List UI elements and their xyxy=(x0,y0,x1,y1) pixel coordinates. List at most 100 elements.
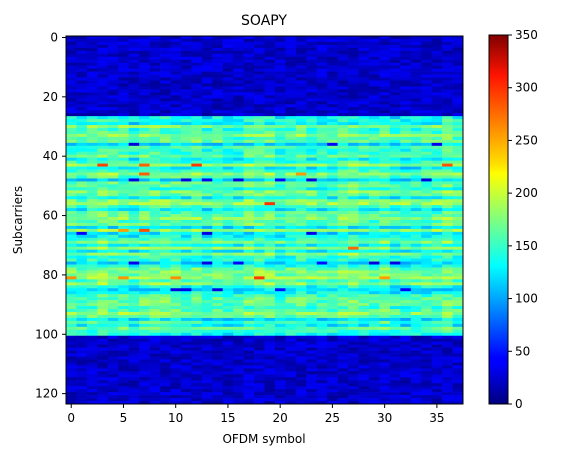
heatmap-cell xyxy=(389,329,401,334)
heatmap-cell xyxy=(254,71,265,75)
heatmap-cell xyxy=(149,273,161,277)
heatmap-cell xyxy=(160,208,171,212)
heatmap-cell xyxy=(410,36,422,40)
heatmap-cell xyxy=(97,178,109,182)
heatmap-cell xyxy=(191,335,203,340)
heatmap-cell xyxy=(212,332,224,337)
heatmap-cell xyxy=(243,68,255,72)
heatmap-cell xyxy=(264,77,276,81)
heatmap-cell xyxy=(222,205,234,209)
heatmap-cell xyxy=(139,326,150,331)
heatmap-cell xyxy=(452,202,464,206)
heatmap-cell xyxy=(86,205,98,209)
heatmap-cell xyxy=(421,246,433,251)
heatmap-cell xyxy=(316,95,328,99)
heatmap-cell xyxy=(139,291,150,295)
heatmap-cell xyxy=(274,80,286,84)
heatmap-cell xyxy=(337,267,349,271)
heatmap-cell xyxy=(170,353,182,357)
heatmap-cell xyxy=(66,252,77,256)
heatmap-cell xyxy=(139,222,150,227)
heatmap-cell xyxy=(160,237,171,242)
heatmap-cell xyxy=(327,222,338,227)
heatmap-cell xyxy=(400,50,412,55)
heatmap-cell xyxy=(97,199,109,203)
heatmap-cell xyxy=(306,98,318,102)
heatmap-cell xyxy=(180,270,192,274)
heatmap-cell xyxy=(128,288,140,292)
heatmap-cell xyxy=(442,332,453,337)
heatmap-cell xyxy=(128,368,140,372)
heatmap-cell xyxy=(389,166,401,170)
heatmap-cell xyxy=(212,80,224,84)
heatmap-cell xyxy=(358,77,370,81)
heatmap-cell xyxy=(368,36,380,40)
heatmap-cell xyxy=(306,136,318,141)
heatmap-cell xyxy=(86,386,98,390)
heatmap-cell xyxy=(368,74,380,78)
heatmap-cell xyxy=(128,306,140,310)
heatmap-cell xyxy=(327,356,338,360)
heatmap-cell xyxy=(86,401,98,405)
heatmap-cell xyxy=(431,368,443,372)
heatmap-cell xyxy=(139,202,150,206)
heatmap-cell xyxy=(421,368,433,372)
heatmap-cell xyxy=(139,288,150,292)
heatmap-cell xyxy=(170,240,182,245)
heatmap-cell xyxy=(358,125,370,129)
x-axis-label: OFDM symbol xyxy=(222,432,305,446)
heatmap-cell xyxy=(97,107,109,111)
heatmap-cell xyxy=(327,323,338,328)
heatmap-cell xyxy=(421,341,433,345)
heatmap-cell xyxy=(170,317,182,322)
heatmap-cell xyxy=(421,383,433,387)
heatmap-cell xyxy=(452,56,464,61)
heatmap-cell xyxy=(86,323,98,328)
heatmap-cell xyxy=(348,297,359,301)
heatmap-cell xyxy=(274,240,286,245)
heatmap-cell xyxy=(107,234,119,239)
heatmap-cell xyxy=(264,291,276,295)
heatmap-cell xyxy=(66,133,77,138)
heatmap-cell xyxy=(76,264,88,268)
heatmap-cell xyxy=(389,255,401,259)
heatmap-cell xyxy=(201,62,213,67)
heatmap-cell xyxy=(201,125,213,129)
heatmap-cell xyxy=(421,98,433,102)
y-tick-label: 100 xyxy=(35,327,58,341)
heatmap-cell xyxy=(389,172,401,176)
heatmap-cell xyxy=(358,163,370,167)
heatmap-cell xyxy=(107,261,119,265)
heatmap-cell xyxy=(118,243,130,248)
heatmap-cell xyxy=(233,110,244,114)
heatmap-cell xyxy=(139,234,150,239)
heatmap-cell xyxy=(431,95,443,99)
heatmap-cell xyxy=(254,252,265,256)
heatmap-cell xyxy=(86,104,98,108)
heatmap-cell xyxy=(97,356,109,360)
heatmap-cell xyxy=(160,264,171,268)
heatmap-cell xyxy=(180,211,192,215)
heatmap-cell xyxy=(368,83,380,87)
heatmap-cell xyxy=(66,119,77,123)
heatmap-cell xyxy=(97,347,109,351)
heatmap-cell xyxy=(264,258,276,262)
heatmap-cell xyxy=(180,50,192,55)
heatmap-cell xyxy=(97,341,109,345)
heatmap-cell xyxy=(274,297,286,301)
heatmap-cell xyxy=(76,329,88,334)
heatmap-cell xyxy=(316,89,328,93)
heatmap-cell xyxy=(149,95,161,99)
heatmap-cell xyxy=(295,285,307,289)
heatmap-cell xyxy=(358,291,370,295)
heatmap-cell xyxy=(66,154,77,159)
heatmap-cell xyxy=(97,139,109,144)
heatmap-cell xyxy=(389,119,401,123)
heatmap-cell xyxy=(358,157,370,161)
heatmap-cell xyxy=(180,157,192,161)
heatmap-cell xyxy=(222,196,234,200)
heatmap-cell xyxy=(212,380,224,384)
heatmap-cell xyxy=(368,148,380,153)
heatmap-cell xyxy=(400,148,412,153)
heatmap-cell xyxy=(389,240,401,245)
